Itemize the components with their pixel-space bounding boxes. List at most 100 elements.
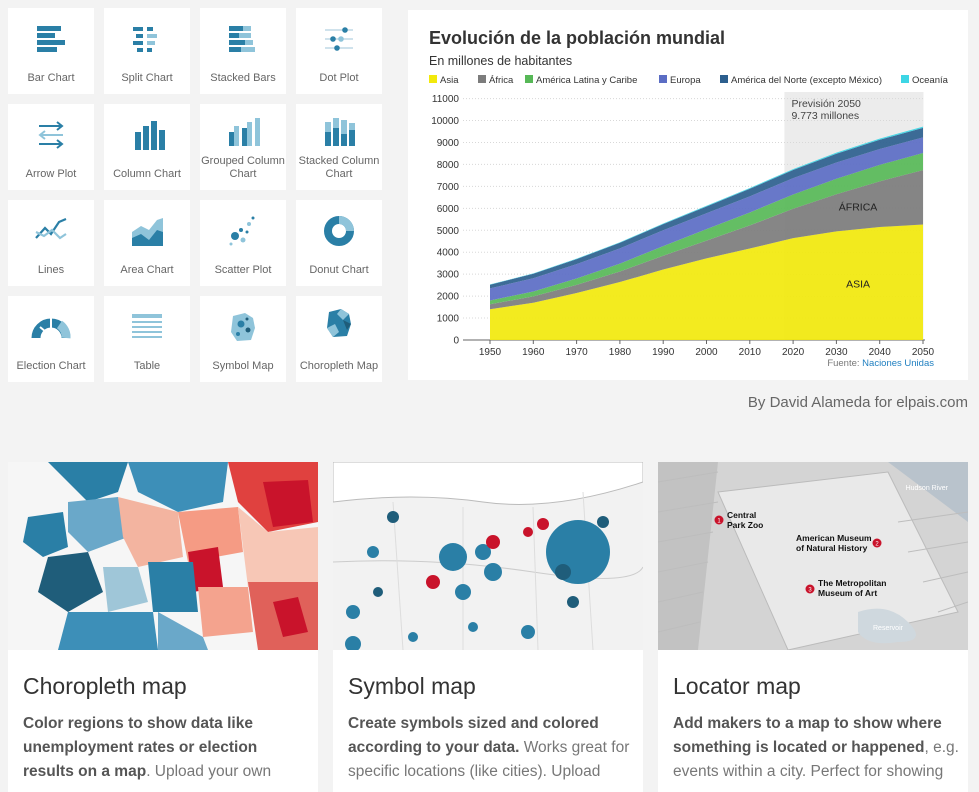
tile-label: Arrow Plot xyxy=(25,168,77,180)
chart-title: Evolución de la población mundial xyxy=(429,28,725,48)
tile-donut-chart[interactable]: Donut Chart xyxy=(296,200,382,286)
x-tick-label: 2050 xyxy=(912,347,935,358)
chart-legend: Asia África América Latina y Caribe Europa A… xyxy=(429,75,949,86)
tile-lines[interactable]: Lines xyxy=(8,200,94,286)
tile-election-chart[interactable]: Election Chart xyxy=(8,296,94,382)
tile-stacked-bars[interactable]: Stacked Bars xyxy=(200,8,286,94)
chart-areas xyxy=(490,126,923,340)
legend-label: Asia xyxy=(440,75,459,86)
symbol-map-icon xyxy=(231,313,255,341)
y-tick-label: 1000 xyxy=(437,314,460,325)
x-tick-label: 1970 xyxy=(565,347,588,358)
y-tick-label: 3000 xyxy=(437,270,460,281)
svg-text:2: 2 xyxy=(875,542,879,548)
population-chart-panel: Evolución de la población mundial En mil… xyxy=(408,10,968,380)
population-area-chart: Evolución de la población mundial En mil… xyxy=(429,28,949,369)
area-label: ASIA xyxy=(846,278,870,290)
card-locator-map[interactable]: Hudson River Reservoir 1 Central Park Zo… xyxy=(658,462,968,792)
svg-text:The Metropolitan: The Metropolitan xyxy=(818,578,886,588)
tile-label: Lines xyxy=(37,264,65,276)
area-am-rica-del-norte-excepto-m-xico- xyxy=(490,127,923,289)
y-tick-label: 10000 xyxy=(431,116,459,127)
y-tick-label: 6000 xyxy=(437,204,460,215)
stacked-bars-icon xyxy=(229,26,255,52)
river-label: Hudson River xyxy=(906,485,949,492)
y-tick-label: 9000 xyxy=(437,138,460,149)
x-tick-label: 1950 xyxy=(479,347,502,358)
svg-text:American Museum: American Museum xyxy=(796,533,872,543)
x-tick-label: 1990 xyxy=(652,347,675,358)
tile-label: Stacked Column Chart xyxy=(298,155,380,180)
card-title: Choropleth map xyxy=(23,673,187,699)
dot-plot-icon xyxy=(325,27,353,51)
tile-label: Scatter Plot xyxy=(214,264,272,276)
locator-map-thumbnail: Hudson River Reservoir 1 Central Park Zo… xyxy=(658,462,968,650)
tile-label: Symbol Map xyxy=(212,360,274,372)
legend-label: Oceanía xyxy=(912,75,949,86)
source-link[interactable]: Naciones Unidas xyxy=(862,358,934,369)
svg-text:3: 3 xyxy=(808,588,812,594)
chart-source: Fuente: Naciones Unidas xyxy=(827,358,934,369)
tile-bar-chart[interactable]: Bar Chart xyxy=(8,8,94,94)
y-axis: 0 1000 2000 3000 4000 5000 6000 7000 8000 9000 100… xyxy=(431,94,459,346)
grouped-column-icon xyxy=(229,118,260,146)
area-europa xyxy=(490,137,923,301)
forecast-value: 9.773 millones xyxy=(791,110,859,122)
locator-marker-1[interactable]: 1 Central Park Zoo xyxy=(714,510,764,530)
lines-icon xyxy=(35,217,67,240)
source-label: Fuente: xyxy=(827,358,862,369)
tile-scatter-plot[interactable]: Scatter Plot xyxy=(200,200,286,286)
x-tick-label: 1960 xyxy=(522,347,545,358)
tile-area-chart[interactable]: Area Chart xyxy=(104,200,190,286)
tile-label: Split Chart xyxy=(121,72,173,84)
tile-label: Stacked Bars xyxy=(210,72,276,84)
tile-label: Grouped Column Chart xyxy=(201,155,285,180)
tile-label: Donut Chart xyxy=(309,264,369,276)
symbol-map-thumbnail xyxy=(333,462,643,650)
card-title: Symbol map xyxy=(348,673,476,699)
y-tick-label: 8000 xyxy=(437,160,460,171)
legend-label: América del Norte (excepto México) xyxy=(731,75,882,86)
tile-choropleth-map[interactable]: Choropleth Map xyxy=(296,296,382,382)
locator-marker-2[interactable]: 2 American Museum of Natural History xyxy=(796,533,882,553)
choropleth-map-thumbnail xyxy=(8,462,318,650)
x-axis: 1950 1960 1970 1980 1990 2000 2010 2020 2030 2040… xyxy=(479,340,935,358)
card-symbol-map[interactable]: Symbol map Create symbols sized and colo… xyxy=(333,462,643,792)
bar-chart-icon xyxy=(37,26,65,52)
tile-arrow-plot[interactable]: Arrow Plot xyxy=(8,104,94,190)
tile-label: Election Chart xyxy=(16,360,86,372)
x-tick-label: 1980 xyxy=(609,347,632,358)
card-description: Color regions to show data like unemploy… xyxy=(23,715,272,780)
y-tick-label: 5000 xyxy=(437,226,460,237)
area-chart-icon xyxy=(132,218,163,246)
legend-swatch xyxy=(659,75,667,83)
tile-label: Dot Plot xyxy=(319,72,359,84)
election-chart-icon xyxy=(31,318,71,339)
split-chart-icon xyxy=(133,27,157,52)
legend-swatch xyxy=(525,75,533,83)
arrow-plot-icon xyxy=(38,121,64,149)
tile-table[interactable]: Table xyxy=(104,296,190,382)
tile-dot-plot[interactable]: Dot Plot xyxy=(296,8,382,94)
area-asia xyxy=(490,224,923,340)
tile-split-chart[interactable]: Split Chart xyxy=(104,8,190,94)
legend-label: Europa xyxy=(670,75,701,86)
tile-column-chart[interactable]: Column Chart xyxy=(104,104,190,190)
tile-stacked-column[interactable]: Stacked Column Chart xyxy=(296,104,382,190)
table-icon xyxy=(132,314,162,338)
svg-text:Central: Central xyxy=(727,510,756,520)
legend-swatch xyxy=(478,75,486,83)
legend-swatch xyxy=(901,75,909,83)
legend-label: África xyxy=(489,75,514,86)
tile-symbol-map[interactable]: Symbol Map xyxy=(200,296,286,382)
y-tick-label: 2000 xyxy=(437,292,460,303)
y-tick-label: 0 xyxy=(453,336,459,347)
svg-text:1: 1 xyxy=(717,519,721,525)
stacked-column-icon xyxy=(325,118,355,146)
legend-label: América Latina y Caribe xyxy=(536,75,637,86)
card-choropleth-map[interactable]: Choropleth map Color regions to show dat… xyxy=(8,462,318,792)
tile-grouped-column[interactable]: Grouped Column Chart xyxy=(200,104,286,190)
locator-marker-3[interactable]: 3 The Metropolitan Museum of Art xyxy=(805,578,887,598)
chart-credit: By David Alameda for elpais.com xyxy=(747,394,968,411)
